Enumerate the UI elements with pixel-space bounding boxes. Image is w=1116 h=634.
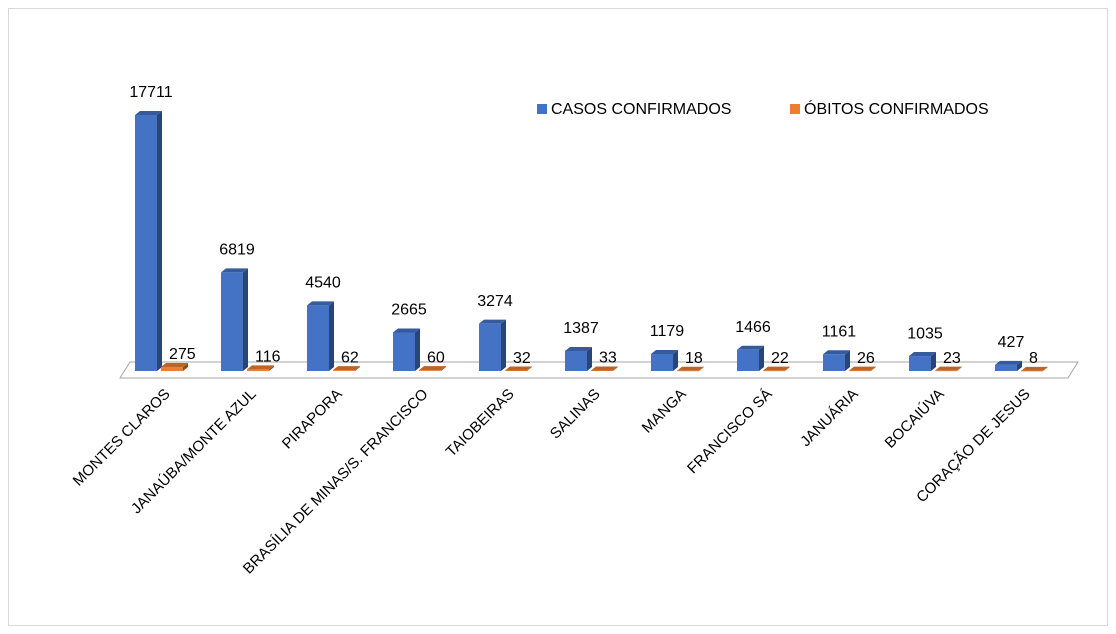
bar-top	[307, 301, 334, 306]
bar-side	[415, 328, 420, 371]
bar-top	[565, 346, 592, 351]
bar-top	[135, 111, 162, 115]
bar	[995, 364, 1017, 371]
bar-side	[931, 352, 936, 371]
bar-side	[759, 345, 764, 371]
bar-side	[329, 301, 334, 371]
bar	[935, 370, 957, 372]
bar	[909, 356, 931, 371]
bar-side	[957, 366, 962, 371]
bar-side	[183, 363, 188, 371]
bar	[307, 305, 329, 371]
bar-top	[935, 366, 962, 371]
bar	[333, 370, 355, 371]
data-label: 1179	[650, 323, 685, 340]
data-label: 3274	[477, 293, 513, 310]
bar-top	[909, 352, 936, 357]
legend-label: CASOS CONFIRMADOS	[551, 101, 731, 118]
bar-top	[247, 365, 274, 370]
bar-side	[871, 366, 876, 371]
bar	[763, 370, 785, 372]
bar	[565, 350, 587, 371]
bar-top	[763, 366, 790, 371]
bar-side	[355, 366, 360, 371]
data-label: 1466	[735, 319, 771, 336]
data-label: 22	[771, 350, 789, 367]
bar	[161, 367, 183, 371]
bar	[479, 323, 501, 371]
bar	[823, 354, 845, 371]
bar-top	[737, 345, 764, 350]
bar-side	[699, 366, 704, 371]
bar	[221, 272, 243, 371]
bar-top	[677, 366, 704, 371]
bar	[1021, 370, 1043, 372]
bar-side	[1043, 366, 1048, 371]
data-label: 1035	[907, 325, 943, 342]
bar-top	[479, 319, 506, 324]
data-label: 17711	[129, 84, 172, 101]
legend-swatch	[537, 104, 547, 114]
legend-swatch	[790, 104, 800, 114]
bar-side	[157, 111, 162, 371]
bar-side	[243, 268, 248, 371]
data-label: 26	[857, 350, 875, 367]
data-label: 8	[1029, 350, 1038, 367]
data-label: 2665	[391, 302, 427, 319]
bar	[737, 349, 759, 371]
data-label: 62	[341, 349, 359, 366]
bar-side	[1017, 360, 1022, 371]
bar	[247, 369, 269, 371]
legend-label: ÓBITOS CONFIRMADOS	[804, 99, 989, 118]
bar-side	[441, 366, 446, 371]
bar	[419, 370, 441, 371]
bar-top	[333, 366, 360, 371]
data-label: 23	[943, 350, 961, 367]
data-label: 116	[255, 349, 281, 366]
chart-border	[8, 8, 1108, 626]
bar-top	[651, 349, 678, 354]
bar-side	[785, 366, 790, 371]
bar-side	[269, 365, 274, 371]
bar-top	[393, 328, 420, 333]
bar-top	[419, 366, 446, 371]
data-label: 32	[513, 350, 531, 367]
data-label: 6819	[219, 242, 255, 259]
bar-top	[591, 366, 618, 371]
bar	[505, 370, 527, 372]
bar-top	[1021, 366, 1048, 371]
bar-top	[849, 366, 876, 371]
data-label: 33	[599, 350, 617, 367]
bar	[849, 370, 871, 372]
data-label: 60	[427, 349, 445, 366]
bar-side	[501, 319, 506, 371]
data-label: 4540	[305, 275, 341, 292]
data-label: 427	[998, 334, 1025, 351]
bar	[135, 115, 157, 371]
bar-top	[161, 363, 188, 368]
bar-side	[527, 366, 532, 371]
data-label: 1161	[822, 323, 857, 340]
data-label: 1387	[563, 320, 599, 337]
bar-side	[673, 349, 678, 371]
bar-top	[221, 268, 248, 273]
data-label: 18	[685, 350, 703, 367]
bar-side	[845, 350, 850, 371]
bar-top	[823, 350, 850, 355]
bar	[651, 353, 673, 371]
bar-side	[613, 366, 618, 371]
bar-side	[587, 346, 592, 371]
data-label: 275	[169, 346, 196, 363]
bar	[677, 370, 699, 372]
bar-top	[505, 366, 532, 371]
bar	[393, 332, 415, 371]
bar-top	[995, 360, 1022, 365]
bar	[591, 370, 613, 372]
